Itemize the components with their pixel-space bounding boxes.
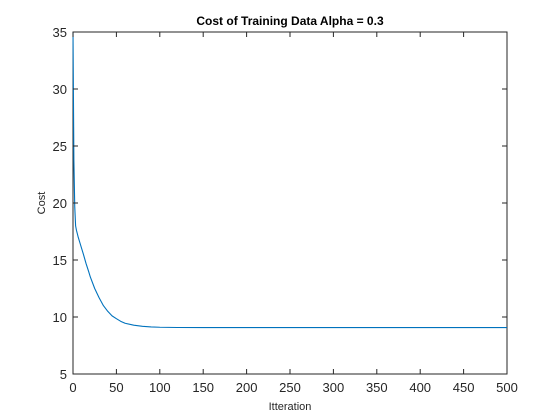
- y-axis-ticks: 5 10 15 20 25 30 35: [53, 25, 507, 382]
- x-tick-label: 150: [192, 380, 214, 395]
- y-tick-label: 25: [53, 139, 67, 154]
- x-tick-label: 100: [149, 380, 171, 395]
- chart-title: Cost of Training Data Alpha = 0.3: [196, 14, 384, 28]
- x-axis-ticks: 0 50 100 150 200 250 300 350 400 450 500: [69, 32, 518, 395]
- x-tick-label: 250: [279, 380, 301, 395]
- cost-series-line: [72, 31, 507, 329]
- x-tick-label: 300: [323, 380, 345, 395]
- x-tick-label: 200: [236, 380, 258, 395]
- y-tick-label: 5: [60, 367, 67, 382]
- x-tick-label: 500: [496, 380, 518, 395]
- y-axis-label: Cost: [36, 192, 48, 215]
- x-tick-label: 0: [69, 380, 76, 395]
- x-tick-label: 50: [109, 380, 123, 395]
- y-tick-label: 30: [53, 82, 67, 97]
- y-tick-label: 35: [53, 25, 67, 40]
- x-axis-label: Itteration: [269, 401, 312, 413]
- y-tick-label: 10: [53, 310, 67, 325]
- x-tick-label: 350: [366, 380, 388, 395]
- axes-box: [72, 31, 508, 375]
- x-tick-label: 400: [409, 380, 431, 395]
- plot-area: [72, 31, 508, 375]
- y-tick-label: 20: [53, 196, 67, 211]
- y-tick-label: 15: [53, 253, 67, 268]
- x-tick-label: 450: [453, 380, 475, 395]
